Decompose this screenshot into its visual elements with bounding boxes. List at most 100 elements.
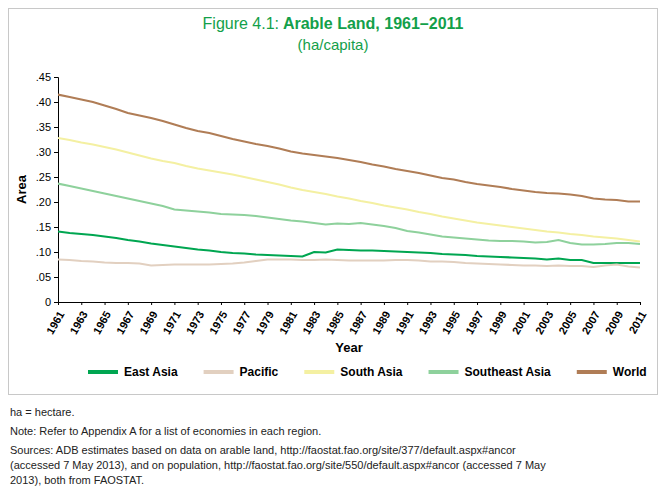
y-tick-label: .25: [36, 171, 51, 183]
series-line: [58, 260, 640, 268]
legend-swatch: [88, 370, 118, 374]
x-tick-mark: [407, 302, 408, 305]
x-tick: 1961: [44, 302, 67, 336]
y-tick: 0: [45, 296, 58, 308]
x-tick: 1997: [463, 302, 486, 336]
x-tick-label: 1989: [370, 309, 393, 336]
x-tick-label: 1977: [230, 309, 253, 336]
x-tick-label: 1991: [393, 309, 416, 336]
y-tick: .05: [36, 271, 58, 283]
x-tick-label: 1981: [277, 309, 300, 336]
x-tick: 2007: [579, 302, 602, 336]
y-tick-mark: [54, 127, 58, 128]
x-tick: 1975: [207, 302, 230, 336]
y-tick: .40: [36, 96, 58, 108]
x-tick-label: 1963: [67, 309, 90, 336]
legend-swatch: [204, 370, 234, 374]
y-tick-label: .45: [36, 71, 51, 83]
y-tick-mark: [54, 177, 58, 178]
y-tick: .10: [36, 246, 58, 258]
note: Sources: ADB estimates based on data on …: [10, 444, 516, 456]
series-line: [58, 95, 640, 202]
x-tick-label: 1979: [253, 309, 276, 336]
note: ha = hectare.: [10, 406, 75, 418]
y-tick-mark: [54, 277, 58, 278]
y-tick-label: .35: [36, 121, 51, 133]
y-tick-label: .10: [36, 246, 51, 258]
x-tick-mark: [337, 302, 338, 305]
x-tick-label: 1961: [44, 309, 67, 336]
legend-swatch: [429, 370, 459, 374]
x-tick-label: 1965: [90, 309, 113, 336]
x-tick: 1999: [486, 302, 509, 336]
x-tick-mark: [640, 302, 641, 305]
x-tick: 2003: [533, 302, 556, 336]
x-tick-label: 1973: [184, 309, 207, 336]
note: 2013), both from FAOSTAT.: [10, 474, 144, 486]
x-tick-label: 1997: [463, 309, 486, 336]
legend-swatch: [577, 370, 607, 374]
x-tick-label: 2007: [579, 309, 602, 336]
x-tick: 1987: [347, 302, 370, 336]
legend-item: Pacific: [204, 365, 279, 379]
x-tick: 1969: [137, 302, 160, 336]
x-tick: 1981: [277, 302, 300, 336]
y-tick: .25: [36, 171, 58, 183]
x-tick-mark: [547, 302, 548, 305]
x-tick-label: 1975: [207, 309, 230, 336]
y-axis-line: [54, 78, 59, 303]
legend-label: Southeast Asia: [465, 365, 552, 379]
legend: East Asia Pacific South Asia Southeast Asia…: [88, 365, 647, 379]
x-tick: 1989: [370, 302, 393, 336]
x-tick-label: 2005: [556, 309, 579, 336]
x-tick-mark: [151, 302, 152, 305]
x-tick: 1971: [160, 302, 183, 336]
x-tick-label: 1983: [300, 309, 323, 336]
y-axis: 0 .05 .10 .15 .20 .25 .30 .35 .40 .45: [36, 71, 59, 308]
legend-label: World: [613, 365, 647, 379]
x-tick-mark: [361, 302, 362, 305]
y-tick: .35: [36, 121, 58, 133]
x-tick-mark: [244, 302, 245, 305]
x-tick-label: 2003: [533, 309, 556, 336]
y-axis-title: Area: [14, 174, 29, 204]
x-tick-mark: [314, 302, 315, 305]
legend-swatch: [304, 370, 334, 374]
y-tick-label: .20: [36, 196, 51, 208]
x-tick-mark: [268, 302, 269, 305]
x-tick-label: 1993: [416, 309, 439, 336]
x-tick-mark: [384, 302, 385, 305]
x-tick: 1979: [253, 302, 276, 336]
x-tick-label: 1969: [137, 309, 160, 336]
x-axis-title: Year: [335, 340, 362, 355]
x-tick-mark: [524, 302, 525, 305]
y-tick-mark: [54, 102, 58, 103]
title: Figure 4.1: Arable Land, 1961–2011: [203, 15, 464, 32]
x-tick-mark: [570, 302, 571, 305]
x-tick: 2011: [626, 302, 648, 336]
x-tick-mark: [454, 302, 455, 305]
legend-label: Pacific: [240, 365, 279, 379]
x-tick-mark: [593, 302, 594, 305]
x-tick: 1965: [90, 302, 113, 336]
y-tick-mark: [54, 152, 58, 153]
chart: Figure 4.1: Arable Land, 1961–2011 (ha/ca…: [0, 0, 666, 500]
plot-area: [58, 95, 640, 268]
x-tick-label: 1985: [323, 309, 346, 336]
series-line: [58, 138, 640, 242]
y-tick-mark: [54, 77, 58, 78]
x-tick-label: 2009: [603, 309, 626, 336]
subtitle: (ha/capita): [298, 36, 369, 53]
x-tick-mark: [58, 302, 59, 305]
y-tick-label: .30: [36, 146, 51, 158]
x-tick: 2005: [556, 302, 579, 336]
y-tick: .15: [36, 221, 58, 233]
legend-item: South Asia: [304, 365, 403, 379]
x-tick-mark: [477, 302, 478, 305]
x-tick: 1985: [323, 302, 346, 336]
x-tick-mark: [617, 302, 618, 305]
y-tick: .45: [36, 71, 58, 83]
legend-label: East Asia: [124, 365, 178, 379]
x-tick-mark: [81, 302, 82, 305]
y-tick-mark: [54, 302, 58, 303]
